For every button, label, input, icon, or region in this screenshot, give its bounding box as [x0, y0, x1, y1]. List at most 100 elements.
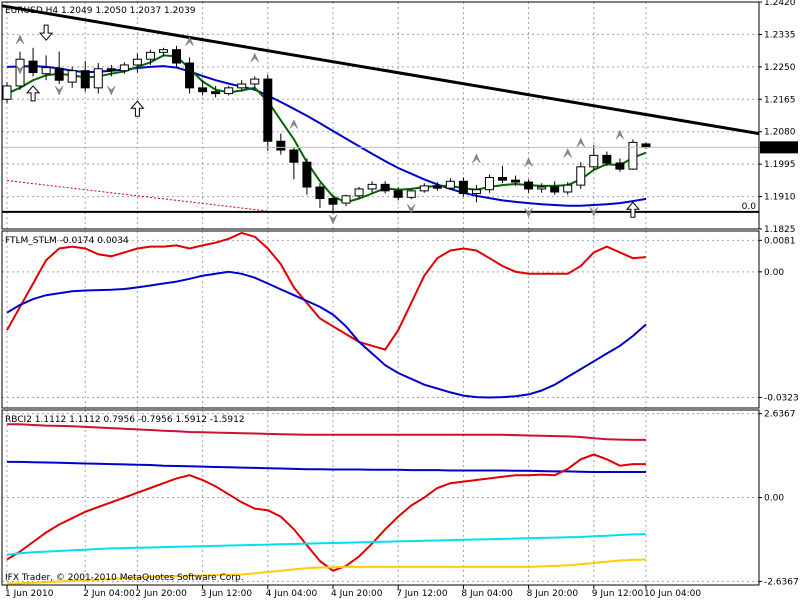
- candle-body-45: [589, 154, 599, 168]
- candle-body-41: [537, 186, 547, 190]
- y-tick-label-2-1: 0.00: [764, 494, 784, 504]
- candle-body-49: [641, 143, 651, 148]
- candle-body-11: [145, 51, 155, 60]
- x-tick-label-7: 8 Jun 04:00: [461, 589, 513, 599]
- candle-body-21: [276, 140, 286, 151]
- candle-body-5: [67, 70, 77, 83]
- red-dotted-line: [6, 180, 268, 212]
- candle-body-16: [211, 91, 221, 95]
- fractal-down-arrow-5: [524, 207, 533, 218]
- y-tick-label-1-1: 0.00: [764, 268, 784, 278]
- fractal-up-arrow-1: [185, 36, 194, 47]
- y-tick-label-2-0: 2.6367: [764, 410, 796, 420]
- candle-body-19: [250, 78, 260, 85]
- y-tick-label-0-6: 1.1910: [764, 193, 796, 203]
- candle-body-27: [354, 188, 364, 197]
- candle-body-17: [224, 87, 234, 95]
- x-tick-label-2: 2 Jun 20:00: [135, 589, 187, 599]
- fractal-down-arrow-4: [407, 204, 416, 214]
- hollow-up-arrow-1: [130, 100, 145, 117]
- candle-body-7: [93, 68, 103, 89]
- candle-body-40: [524, 181, 534, 190]
- candle-body-24: [315, 186, 325, 199]
- candle-body-29: [380, 183, 390, 192]
- fractal-up-arrow-5: [524, 157, 533, 167]
- candle-body-13: [172, 49, 182, 64]
- fractal-up-arrow-6: [563, 148, 572, 158]
- candle-body-35: [458, 180, 468, 195]
- x-tick-label-9: 9 Jun 12:00: [592, 589, 644, 599]
- candle-body-38: [498, 176, 508, 181]
- panel-frame-1: [1, 230, 760, 409]
- indicator-2-line-2: [6, 453, 646, 572]
- candle-body-39: [511, 179, 521, 183]
- indicator-title-2: RBCI2 1.1112 1.1112 0.7956 -0.7956 1.591…: [5, 415, 245, 425]
- candle-body-42: [550, 186, 560, 193]
- overlay-line-0: [6, 65, 647, 207]
- candle-body-9: [119, 64, 129, 72]
- candle-body-12: [158, 49, 168, 53]
- fractal-up-arrow-0: [15, 34, 25, 45]
- candle-body-3: [41, 67, 51, 75]
- candle-body-26: [341, 195, 351, 204]
- candle-body-47: [615, 162, 625, 170]
- candle-body-18: [237, 83, 247, 89]
- indicator-2-line-3: [6, 533, 647, 556]
- candle-body-20: [263, 78, 273, 142]
- candle-body-22: [289, 149, 299, 163]
- panel-frame-0: [1, 1, 760, 230]
- indicator-1-line-0: [6, 231, 647, 351]
- indicator-2-line-4: [7, 558, 647, 585]
- candle-body-34: [445, 180, 455, 189]
- fractal-down-arrow-3: [328, 214, 338, 225]
- candle-body-36: [471, 189, 481, 195]
- fractal-down-arrow-2: [107, 85, 116, 96]
- candle-body-46: [602, 154, 612, 164]
- candle-body-15: [198, 87, 208, 93]
- x-tick-label-4: 4 Jun 04:00: [266, 589, 318, 599]
- candle-body-14: [185, 62, 195, 89]
- x-tick-label-3: 3 Jun 12:00: [201, 589, 253, 599]
- x-tick-label-8: 8 Jun 20:00: [527, 589, 579, 599]
- hollow-down-arrow-0: [39, 24, 54, 41]
- fractal-down-arrow-0: [15, 64, 25, 75]
- panel-frame-2: [1, 409, 760, 586]
- fractal-up-arrow-2: [250, 52, 259, 63]
- x-tick-label-10: 10 Jun 04:00: [644, 589, 701, 599]
- y-tick-label-1-0: 0.0081: [764, 236, 796, 246]
- candle-body-37: [484, 176, 494, 191]
- candle-body-10: [132, 58, 142, 66]
- candle-body-0: [2, 85, 12, 100]
- fractal-down-arrow-1: [54, 85, 64, 96]
- candle-body-23: [302, 161, 312, 188]
- copyright-text: IFX Trader, © 2001-2010 MetaQuotes Softw…: [5, 573, 244, 583]
- candle-body-6: [80, 70, 90, 89]
- hollow-up-arrow-2: [625, 201, 641, 218]
- candle-body-28: [367, 183, 377, 190]
- candle-body-31: [406, 190, 416, 198]
- candle-body-44: [576, 166, 586, 186]
- y-tick-label-0-7: 1.1825: [764, 225, 796, 235]
- price-panel-title: EURUSD,H4 1.2049 1.2050 1.2037 1.2039: [5, 6, 196, 16]
- candle-body-25: [328, 197, 338, 205]
- level-label: 0.0: [742, 202, 757, 212]
- y-tick-label-0-5: 1.1995: [764, 160, 796, 170]
- x-tick-label-5: 4 Jun 20:00: [331, 589, 383, 599]
- x-tick-label-1: 2 Jun 04:00: [83, 589, 135, 599]
- indicator-2-line-1: [7, 460, 646, 473]
- candle-body-2: [28, 60, 38, 74]
- candle-body-48: [628, 141, 638, 170]
- indicator-title-1: FTLM_STLM -0.0174 0.0034: [5, 236, 129, 246]
- candle-body-4: [54, 68, 64, 81]
- y-tick-label-0-2: 1.2250: [764, 63, 796, 73]
- current-price-label: 1.2039: [764, 143, 796, 153]
- fractal-up-arrow-8: [615, 129, 625, 140]
- candle-body-32: [419, 185, 429, 192]
- x-tick-label-0: 1 Jun 2010: [5, 589, 54, 599]
- fractal-up-arrow-4: [472, 153, 481, 164]
- candle-body-8: [106, 68, 116, 72]
- current-price-tag: [760, 141, 798, 154]
- y-tick-label-0-0: 1.2420: [764, 0, 796, 8]
- overlay-line-1: [6, 54, 647, 204]
